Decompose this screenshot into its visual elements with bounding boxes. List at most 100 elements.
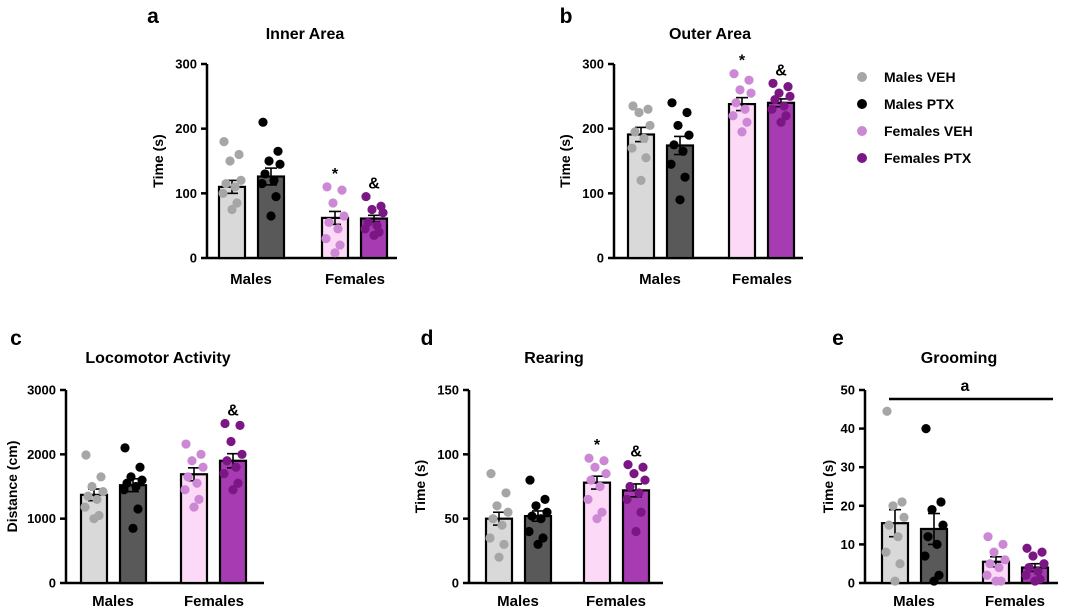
data-point [639, 133, 649, 143]
y-tick-label: 0 [597, 251, 604, 266]
data-point [599, 456, 609, 466]
y-tick-label: 50 [841, 383, 855, 398]
data-point [640, 475, 650, 485]
data-point [486, 469, 496, 479]
data-point [328, 198, 338, 208]
data-point [728, 111, 738, 121]
y-axis-label: Time (s) [412, 460, 428, 513]
data-point [231, 462, 241, 472]
data-point [542, 507, 552, 517]
legend-label-males-veh: Males VEH [884, 69, 956, 85]
data-point [339, 211, 349, 221]
panel-a: a Inner Area 0 100 200 300 Time (s) Males Female… [147, 5, 397, 288]
legend-marker-females-ptx [857, 153, 867, 163]
data-point [634, 488, 644, 498]
y-tick-label: 1000 [27, 511, 56, 526]
data-point [321, 234, 331, 244]
y-axis-label: Distance (cm) [4, 441, 20, 533]
data-point [219, 469, 229, 479]
chart-title: Outer Area [669, 26, 751, 43]
data-point [985, 559, 995, 569]
x-category-label: Females [184, 593, 244, 608]
data-point [266, 211, 276, 221]
data-point [378, 208, 388, 218]
data-point [87, 481, 97, 492]
data-point [120, 443, 130, 453]
data-point [531, 501, 541, 511]
y-tick-label: 100 [175, 186, 197, 201]
data-point [527, 511, 537, 521]
bar-males-veh [484, 517, 514, 585]
data-point [524, 526, 534, 537]
panel-letter: a [147, 5, 159, 28]
panel-b: b Outer Area 0 100 200 300 Time (s) Males Female… [557, 5, 803, 288]
data-point [729, 69, 739, 79]
data-point [230, 182, 240, 192]
x-category-label: Females [586, 593, 646, 608]
y-tick-label: 2000 [27, 447, 56, 462]
data-point [1037, 547, 1047, 557]
data-point [989, 547, 999, 557]
data-point [779, 101, 789, 111]
data-point [337, 185, 347, 195]
bar-females-ptx [621, 489, 651, 585]
y-tick-label: 150 [437, 383, 459, 398]
data-point [890, 576, 900, 586]
data-point [590, 462, 600, 472]
legend-marker-males-veh [857, 72, 867, 82]
data-point [533, 539, 543, 550]
data-point [634, 107, 644, 118]
chart-title: Rearing [524, 350, 584, 367]
data-point [1028, 551, 1038, 561]
data-point [666, 159, 676, 169]
data-point [994, 562, 1004, 573]
data-point [982, 570, 992, 580]
data-point [189, 502, 199, 512]
data-point [234, 149, 244, 160]
bracket-label: a [961, 378, 970, 395]
legend-label-females-ptx: Females PTX [884, 150, 972, 166]
data-point [96, 472, 106, 482]
data-point [597, 507, 607, 517]
y-tick-label: 0 [190, 251, 197, 266]
data-point [536, 514, 546, 524]
data-point [492, 501, 502, 511]
data-point [998, 539, 1008, 550]
data-point [128, 523, 138, 533]
chart-title: Inner Area [266, 26, 345, 43]
data-point [622, 494, 632, 504]
data-point [783, 82, 793, 92]
data-point [628, 101, 638, 111]
data-point [625, 481, 635, 492]
significance-marker: * [739, 53, 746, 70]
data-point [232, 198, 242, 208]
x-category-label: Females [732, 271, 792, 288]
data-point [1000, 555, 1010, 565]
data-point [225, 156, 235, 166]
significance-marker: & [630, 444, 642, 461]
data-point [592, 514, 602, 524]
x-category-label: Males [230, 271, 272, 288]
data-point [181, 439, 191, 449]
data-point [921, 424, 931, 434]
data-point [257, 179, 267, 189]
data-point [1033, 566, 1043, 577]
data-point [923, 532, 933, 542]
data-point [785, 91, 795, 101]
significance-marker: & [775, 62, 787, 79]
data-point [488, 514, 498, 524]
data-point [669, 140, 679, 150]
panel-c: c Locomotor Activity 0 1000 2000 3000 Distance… [4, 327, 264, 608]
data-point [275, 159, 285, 169]
data-point [335, 240, 345, 250]
data-point [258, 117, 268, 127]
data-point [485, 533, 495, 543]
data-point [503, 507, 513, 517]
y-tick-label: 40 [841, 421, 855, 436]
data-point [680, 172, 690, 182]
data-point [731, 98, 741, 108]
data-point [667, 98, 677, 108]
data-point [494, 552, 504, 562]
panel-d: d Rearing 0 50 100 150 Time (s) Males Females * & [412, 327, 663, 608]
